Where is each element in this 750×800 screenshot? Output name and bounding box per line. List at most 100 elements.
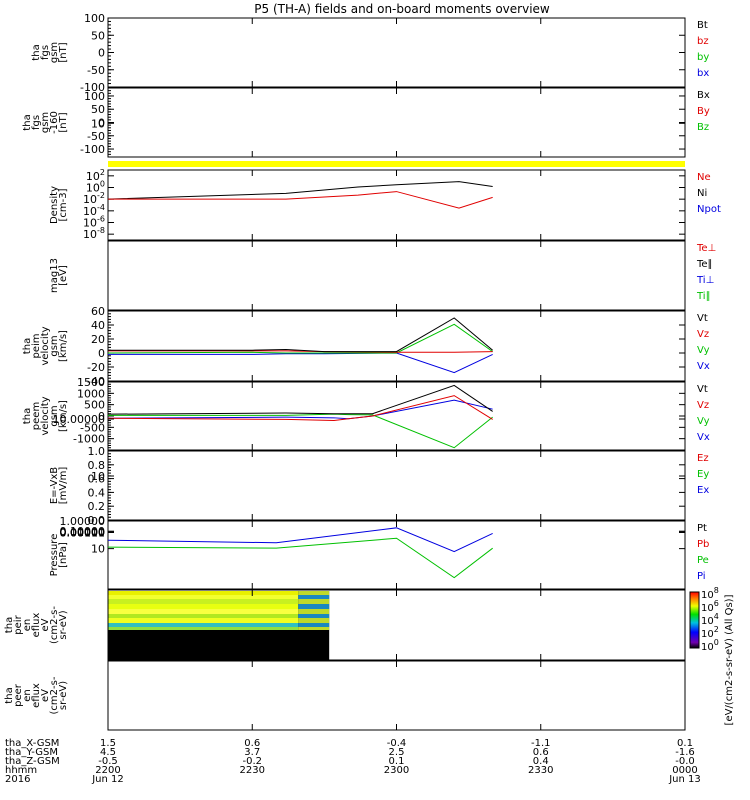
y-tick-label: 1000 (77, 387, 105, 400)
y-tick-label: -500 (80, 421, 105, 434)
legend-entry: Vt (697, 384, 708, 395)
panel-frame-p2 (107, 87, 686, 158)
y-axis-label-line: [km/s] (58, 330, 69, 362)
legend-entry: Bz (697, 122, 709, 133)
x-tick-label: -0.0 (675, 756, 695, 767)
series-line-red (107, 395, 493, 422)
legend-entry: Pe (697, 555, 709, 566)
legend-entry: Ti⊥ (696, 275, 714, 286)
colorbar-label: [eV/(cm2-s-sr-eV) (All Qs)] (724, 594, 735, 725)
legend-entry: Pi (697, 571, 706, 582)
y-tick-label: 0 (98, 347, 105, 360)
y-tick-label: 10 (91, 543, 105, 556)
series-line-blue (107, 399, 493, 420)
colorbar-tick-label: 104 (701, 612, 719, 627)
x-tick-label: 2230 (240, 765, 265, 776)
heatmap-band-5 (108, 614, 299, 618)
x-tick-label: 0.1 (389, 756, 405, 767)
legend-entry: Vy (697, 345, 710, 356)
x-row-label: 2016 (5, 774, 30, 785)
panel-frame-p10 (107, 660, 686, 731)
legend-entry: Ex (697, 485, 709, 496)
colorbar-tick-label: 106 (701, 599, 719, 614)
heatmap-band-tail-3 (298, 604, 330, 609)
y-tick-label: 10-4 (83, 203, 105, 218)
legend-entry: Vt (697, 313, 708, 324)
y-axis-label-line: Density (49, 186, 60, 224)
y-tick-label: 100 (86, 180, 105, 195)
series-line-green (107, 323, 493, 354)
legend-entry: Bx (697, 90, 710, 101)
y-axis-label-line: velocity (40, 326, 51, 365)
series-line-red (108, 191, 493, 209)
x-row-label: tha_Z-GSM (5, 756, 60, 767)
y-axis-label-line: peir (13, 614, 24, 634)
y-tick-label: 10-8 (83, 226, 105, 241)
x-tick-label: 0.6 (533, 747, 549, 758)
y-tick-label: -40 (87, 375, 105, 388)
heatmap-band-tail-0 (298, 591, 330, 595)
legend-entry: Vx (697, 432, 710, 443)
y-axis-label-line: mag13 (49, 258, 60, 293)
y-axis-label-line: [nT] (58, 42, 69, 62)
y-tick-label: 100 (84, 12, 105, 25)
x-tick-label: -0.4 (387, 738, 407, 749)
panel-p10: 10000100010010thapeerenefluxeV(cm2-s-sr-… (4, 543, 686, 731)
y-tick-label: 0.00100 (60, 526, 106, 539)
y-tick-label: -20 (87, 361, 105, 374)
y-axis-label-line: en (22, 689, 33, 702)
y-tick-label: 100 (84, 90, 105, 103)
panel-frame-p7 (107, 450, 686, 521)
x-tick-label: 0.6 (244, 738, 260, 749)
y-axis-label-line: gsm (49, 405, 60, 426)
x-tick-label: 2330 (528, 765, 553, 776)
y-axis-label-p4: mag13[eV] (49, 258, 69, 293)
legend-entry: Vz (697, 400, 709, 411)
figure-title: P5 (TH-A) fields and on-board moments ov… (254, 2, 550, 16)
y-tick-label: 0.4 (88, 486, 106, 499)
y-axis-label-p3: Density[cm-3] (49, 186, 69, 224)
y-axis-label-line: tha (22, 114, 33, 130)
y-axis-label-line: -160 (49, 111, 60, 134)
heatmap-band-tail-4 (298, 609, 330, 614)
legend-entry: Vz (697, 329, 709, 340)
y-tick-label: 1.0 (88, 445, 106, 458)
heatmap-band-8 (108, 627, 299, 630)
y-axis-label-line: tha (4, 687, 15, 703)
legend-entry: Pb (697, 539, 709, 550)
y-axis-label-line: [cm-3] (58, 188, 69, 221)
y-axis-label-p7: E=-VxB[mV/m] (49, 467, 69, 505)
legend-entry: bx (697, 68, 709, 79)
legend-entry: By (697, 106, 710, 117)
y-tick-label: 102 (86, 168, 105, 183)
heatmap-band-tail-6 (298, 618, 330, 623)
y-axis-label-line: peem (31, 402, 42, 430)
heatmap-band-tail-8 (298, 627, 330, 630)
y-tick-label: 10 (91, 117, 105, 130)
y-tick-label: 0.0 (88, 514, 106, 527)
y-axis-label-line: gsm (49, 42, 60, 63)
x-tick-label: -1.1 (531, 738, 551, 749)
panel-p4: 10000100010010mag13[eV]Te⊥Te∥Ti⊥Ti∥ (49, 117, 716, 311)
heatmap-band-tail-7 (298, 623, 330, 627)
x-tick-label: 0.1 (677, 738, 693, 749)
x-tick-label: Jun 13 (668, 774, 701, 785)
y-tick-label: -100 (80, 143, 105, 156)
series-line-black (107, 384, 493, 415)
legend-entry: Vx (697, 361, 710, 372)
x-tick-label: 0.4 (533, 756, 549, 767)
panel-frame-p3 (107, 169, 686, 241)
y-axis-label-line: [eV] (58, 265, 69, 286)
legend-entry: Te⊥ (696, 243, 716, 254)
heatmap-band-2 (108, 599, 299, 604)
x-row-label: tha_X-GSM (5, 738, 59, 749)
y-axis-label-line: tha (4, 617, 15, 633)
legend-entry: Te∥ (696, 259, 713, 270)
y-axis-label-line: tha (22, 338, 33, 354)
legend-entry: Bt (697, 20, 708, 31)
